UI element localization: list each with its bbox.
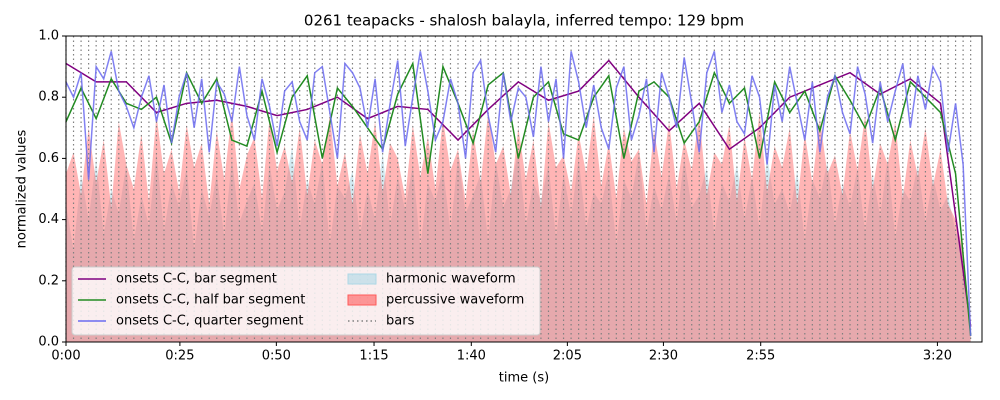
- x-tick-label: 2:30: [649, 349, 678, 364]
- legend-label: percussive waveform: [386, 293, 524, 308]
- legend-label: onsets C-C, quarter segment: [116, 314, 303, 329]
- y-tick-label: 1.0: [38, 29, 59, 44]
- x-tick-label: 0:00: [51, 349, 80, 364]
- y-tick-label: 0.2: [38, 273, 59, 288]
- legend-handle: [347, 294, 377, 306]
- legend-box: [71, 266, 541, 336]
- x-tick-label: 3:20: [923, 349, 952, 364]
- y-tick-label: 0.0: [38, 335, 59, 350]
- y-tick-label: 0.4: [38, 212, 59, 227]
- onset-line: [65, 61, 972, 336]
- x-tick-label: 0:50: [262, 349, 291, 364]
- legend-label: onsets C-C, half bar segment: [116, 293, 305, 308]
- plot-frame: [65, 35, 983, 343]
- onset-line: [65, 51, 972, 336]
- x-tick-label: 1:15: [359, 349, 388, 364]
- y-axis-label: normalized values: [15, 129, 30, 248]
- legend-handle: [347, 273, 377, 285]
- legend-label: onsets C-C, bar segment: [116, 272, 277, 287]
- chart-title: 0261 teapacks - shalosh balayla, inferre…: [304, 12, 744, 30]
- onset-line: [65, 59, 972, 327]
- x-axis-label: time (s): [499, 371, 549, 386]
- legend-label: bars: [386, 314, 415, 329]
- x-tick-label: 2:55: [746, 349, 775, 364]
- legend: onsets C-C, bar segment onsets C-C, half …: [71, 266, 541, 336]
- y-tick-label: 0.6: [38, 151, 59, 166]
- x-tick-label: 0:25: [165, 349, 194, 364]
- y-tick-label: 0.8: [38, 90, 59, 105]
- x-tick-label: 2:05: [553, 349, 582, 364]
- legend-label: harmonic waveform: [386, 272, 516, 287]
- x-tick-label: 1:40: [457, 349, 486, 364]
